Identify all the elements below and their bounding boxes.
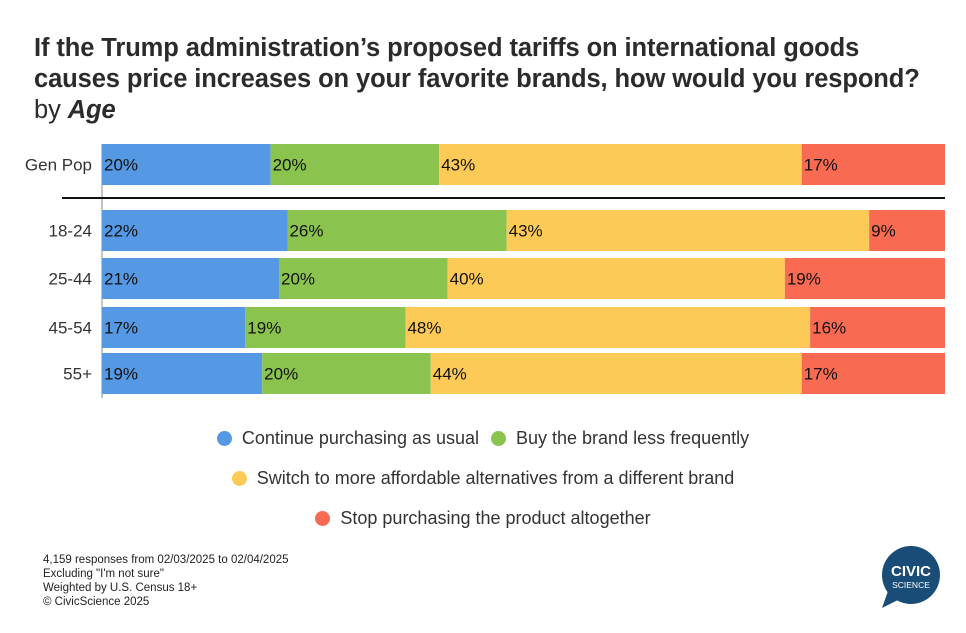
bar-segment [102,353,263,394]
category-label: 18-24 [49,222,92,241]
legend-label-continue: Continue purchasing as usual [241,428,479,448]
bar-segment [869,210,945,251]
bar-segment [287,210,507,251]
legend-item-buy-less: Buy the brand less frequently [491,428,749,449]
category-label: 45-54 [49,319,92,338]
data-label: 17% [104,319,138,338]
data-label: 16% [812,319,846,338]
bar-segment [405,307,811,348]
data-label: 19% [247,319,281,338]
bar-segment [439,144,802,185]
legend-dot-buy-less [491,431,506,446]
legend-label-stop: Stop purchasing the product altogether [340,508,651,528]
data-label: 20% [104,156,138,175]
data-label: 9% [871,222,896,241]
bar-segment [447,258,785,299]
bar-segment [262,353,431,394]
legend-item-stop: Stop purchasing the product altogether [315,508,651,529]
data-label: 17% [804,156,838,175]
bar-segment [245,307,406,348]
bar-segment [102,307,246,348]
legend-dot-switch [231,471,247,486]
footer-responses: 4,159 responses from 02/03/2025 to 02/04… [43,554,289,566]
data-label: 40% [450,270,484,289]
legend-row-1: Continue purchasing as usual Buy the bra… [0,428,966,449]
footer-excluding: Excluding "I'm not sure" [43,568,164,580]
bar-segment [810,307,945,348]
legend-dot-stop [315,511,331,526]
bar-segment [102,210,288,251]
civicscience-logo: CIVIC SCIENCE [882,546,940,608]
bar-segment [270,144,440,185]
bar-segment [784,258,945,299]
legend-dot-continue [216,431,232,446]
footer-weighted: Weighted by U.S. Census 18+ [43,582,198,594]
footer-copyright: © CivicScience 2025 [43,596,150,608]
stacked-bar-chart: Gen Pop 20% 20% 43% 17% 18-24 22% 26% 43% 9% 25-44… [25,144,945,398]
legend-item-continue: Continue purchasing as usual [216,428,479,449]
data-label: 43% [509,222,543,241]
data-label: 17% [804,365,838,384]
data-label: 19% [787,270,821,289]
logo-text-civic: CIVIC [891,563,931,580]
bar-segment [430,353,802,394]
category-label: 55+ [63,365,92,384]
bar-segment [102,258,280,299]
title-by: by [34,96,61,124]
data-label: 19% [104,365,138,384]
data-label: 22% [104,222,138,241]
legend-label-switch: Switch to more affordable alternatives f… [256,468,735,488]
data-label: 20% [264,365,298,384]
data-label: 48% [407,319,441,338]
title-main: If the Trump administration’s proposed t… [34,34,920,93]
category-label: Gen Pop [25,156,92,175]
data-label: 44% [433,365,467,384]
bar-segment [102,144,271,185]
bar-segment [801,353,945,394]
legend-label-buy-less: Buy the brand less frequently [516,428,750,448]
legend-item-switch: Switch to more affordable alternatives f… [231,468,735,489]
data-label: 21% [104,270,138,289]
data-label: 20% [281,270,315,289]
data-label: 43% [441,156,475,175]
chart-title: If the Trump administration’s proposed t… [34,33,934,126]
bar-segment [279,258,448,299]
logo-text-science: SCIENCE [892,580,930,590]
legend-row-2: Switch to more affordable alternatives f… [0,468,966,489]
legend-row-3: Stop purchasing the product altogether [0,508,966,529]
bar-segment [801,144,945,185]
data-label: 20% [273,156,307,175]
footer-notes: 4,159 responses from 02/03/2025 to 02/04… [43,553,289,609]
bar-segment [506,210,870,251]
logo-circle [882,546,940,604]
title-dimension: Age [67,96,116,124]
data-label: 26% [289,222,323,241]
logo-tail [882,591,900,608]
category-label: 25-44 [49,270,92,289]
